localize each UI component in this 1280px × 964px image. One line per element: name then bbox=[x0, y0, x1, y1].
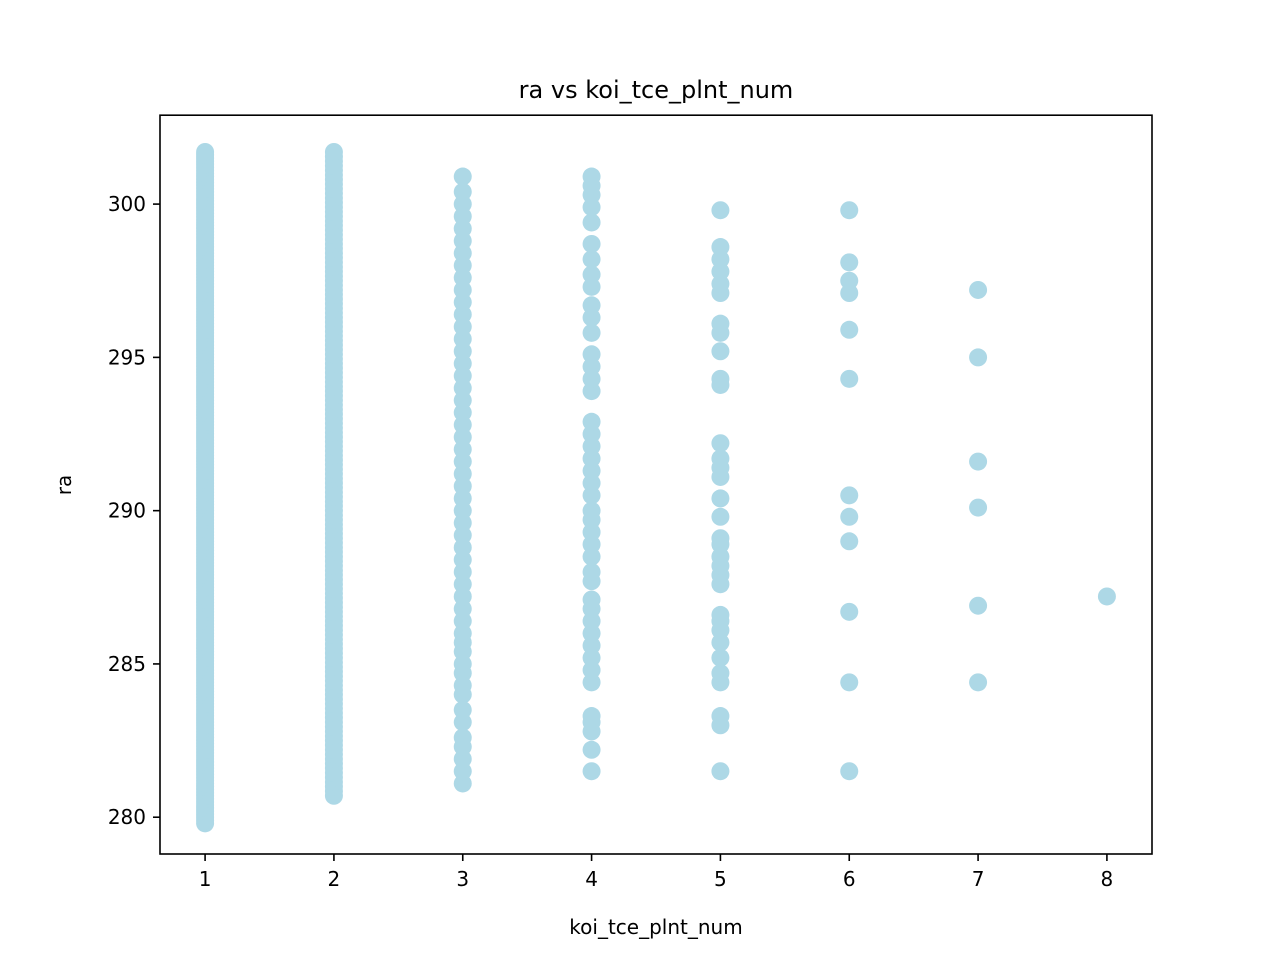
scatter-point bbox=[840, 369, 859, 388]
scatter-point bbox=[453, 700, 472, 719]
scatter-point bbox=[582, 590, 601, 609]
scatter-point bbox=[840, 532, 859, 551]
scatter-point bbox=[840, 486, 859, 505]
y-tick-label: 285 bbox=[108, 652, 146, 676]
scatter-point bbox=[840, 201, 859, 220]
scatter-point bbox=[840, 253, 859, 272]
scatter-point bbox=[840, 507, 859, 526]
scatter-point bbox=[582, 501, 601, 520]
scatter-point bbox=[840, 320, 859, 339]
scatter-point bbox=[453, 728, 472, 747]
scatter-point bbox=[582, 265, 601, 284]
y-tick-label: 290 bbox=[108, 499, 146, 523]
scatter-point bbox=[582, 562, 601, 581]
x-tick-label: 4 bbox=[585, 867, 598, 891]
scatter-point bbox=[582, 412, 601, 431]
scatter-point bbox=[582, 250, 601, 269]
scatter-point bbox=[196, 142, 215, 161]
scatter-point bbox=[582, 707, 601, 726]
chart-title: ra vs koi_tce_plnt_num bbox=[519, 76, 794, 104]
scatter-point bbox=[711, 605, 730, 624]
x-tick-label: 5 bbox=[714, 867, 727, 891]
scatter-point bbox=[711, 369, 730, 388]
x-tick-label: 8 bbox=[1101, 867, 1114, 891]
scatter-point bbox=[1097, 587, 1116, 606]
scatter-point bbox=[969, 452, 988, 471]
scatter-points bbox=[196, 142, 1116, 833]
scatter-point bbox=[711, 762, 730, 781]
y-tick-label: 280 bbox=[108, 805, 146, 829]
scatter-point bbox=[969, 280, 988, 299]
scatter-point bbox=[840, 762, 859, 781]
scatter-point bbox=[711, 707, 730, 726]
x-tick-label: 1 bbox=[199, 867, 212, 891]
x-tick-label: 2 bbox=[328, 867, 341, 891]
scatter-point bbox=[711, 314, 730, 333]
x-tick-label: 6 bbox=[843, 867, 856, 891]
scatter-point bbox=[711, 529, 730, 548]
scatter-point bbox=[324, 142, 343, 161]
scatter-point bbox=[711, 449, 730, 468]
scatter-point bbox=[582, 345, 601, 364]
scatter-point bbox=[453, 167, 472, 186]
y-axis-label: ra bbox=[52, 475, 76, 495]
scatter-point bbox=[969, 673, 988, 692]
scatter-point bbox=[711, 648, 730, 667]
x-axis-ticks: 1 2 3 4 5 6 7 8 bbox=[199, 854, 1114, 891]
scatter-point bbox=[711, 238, 730, 257]
scatter-point bbox=[840, 673, 859, 692]
scatter-point bbox=[711, 201, 730, 220]
scatter-point bbox=[582, 323, 601, 342]
scatter-point bbox=[582, 296, 601, 315]
scatter-point bbox=[582, 167, 601, 186]
scatter-point bbox=[969, 596, 988, 615]
scatter-point bbox=[582, 740, 601, 759]
y-tick-label: 300 bbox=[108, 192, 146, 216]
scatter-point bbox=[582, 213, 601, 232]
scatter-point bbox=[711, 507, 730, 526]
scatter-point bbox=[711, 664, 730, 683]
scatter-point bbox=[453, 182, 472, 201]
x-axis-label: koi_tce_plnt_num bbox=[569, 915, 742, 939]
scatter-point bbox=[582, 762, 601, 781]
scatter-point bbox=[840, 602, 859, 621]
scatter-point bbox=[711, 342, 730, 361]
scatter-point bbox=[711, 489, 730, 508]
scatter-point bbox=[582, 234, 601, 253]
scatter-point bbox=[711, 434, 730, 453]
scatter-point bbox=[969, 348, 988, 367]
y-axis-ticks: 280 285 290 295 300 bbox=[108, 192, 160, 829]
scatter-point bbox=[969, 498, 988, 517]
plot-frame bbox=[159, 114, 1153, 855]
x-tick-label: 7 bbox=[972, 867, 985, 891]
y-tick-label: 295 bbox=[108, 345, 146, 369]
x-tick-label: 3 bbox=[456, 867, 469, 891]
scatter-point bbox=[840, 271, 859, 290]
